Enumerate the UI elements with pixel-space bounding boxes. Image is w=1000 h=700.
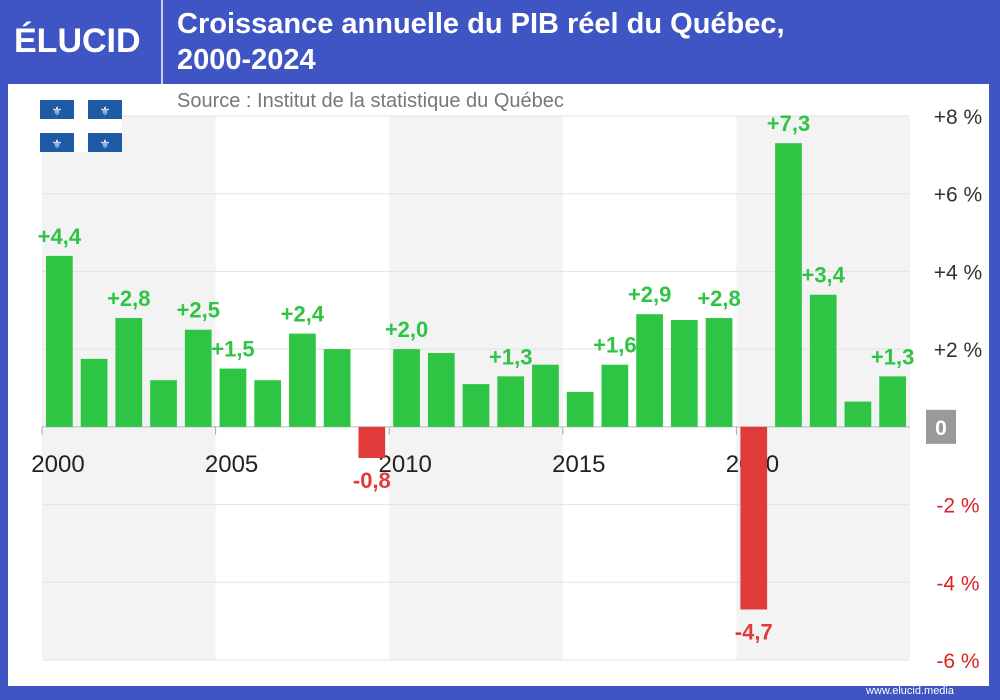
title-line-1: Croissance annuelle du PIB réel du Québe… bbox=[177, 8, 785, 40]
data-label: -4,7 bbox=[735, 619, 773, 644]
x-tick-label: 2000 bbox=[31, 451, 84, 478]
data-label: -0,8 bbox=[353, 468, 391, 493]
bar-2007 bbox=[289, 333, 316, 427]
y-tick-label: -4 % bbox=[936, 572, 979, 595]
data-label: +4,4 bbox=[38, 224, 82, 249]
bar-2017 bbox=[636, 314, 663, 427]
footer-url: www.elucid.media bbox=[865, 685, 954, 697]
bar-2004 bbox=[184, 329, 212, 427]
y-tick-label: 0 bbox=[935, 417, 947, 440]
svg-text:⚜: ⚜ bbox=[52, 104, 63, 118]
x-tick-label: 2010 bbox=[379, 451, 432, 478]
bar-2014 bbox=[532, 364, 559, 427]
bar-2003 bbox=[150, 380, 177, 427]
title-line-2: 2000-2024 bbox=[177, 44, 316, 76]
data-label: +7,3 bbox=[767, 111, 810, 136]
chart-title: Croissance annuelle du PIB réel du Québe… bbox=[177, 6, 977, 78]
bar-2001 bbox=[80, 358, 108, 427]
zero-label-box bbox=[926, 409, 956, 444]
data-label: +2,0 bbox=[385, 317, 428, 342]
bar-2016 bbox=[601, 364, 629, 427]
bar-2021 bbox=[775, 143, 802, 427]
bar-2013 bbox=[497, 376, 525, 427]
bar-2018 bbox=[670, 320, 698, 427]
data-label: +2,9 bbox=[628, 282, 671, 307]
elucid-logo: ÉLUCID bbox=[14, 22, 141, 60]
data-label: +1,3 bbox=[489, 344, 532, 369]
data-label: +1,3 bbox=[871, 344, 914, 369]
data-label: +2,4 bbox=[281, 302, 325, 327]
bar-2011 bbox=[427, 353, 455, 427]
bar-2020 bbox=[740, 426, 768, 610]
y-tick-label: +6 % bbox=[934, 184, 982, 207]
data-label: +2,8 bbox=[107, 286, 150, 311]
data-label: +1,6 bbox=[593, 333, 636, 358]
bar-2008 bbox=[323, 349, 351, 427]
bar-2019 bbox=[705, 318, 733, 427]
bar-2023 bbox=[844, 401, 872, 427]
bar-2009 bbox=[358, 426, 386, 458]
svg-text:⚜: ⚜ bbox=[52, 137, 63, 151]
bar-2015 bbox=[566, 391, 594, 427]
y-tick-label: -6 % bbox=[936, 650, 979, 673]
data-label: +3,4 bbox=[801, 263, 845, 288]
bar-2006 bbox=[254, 380, 282, 427]
y-tick-label: -2 % bbox=[936, 495, 979, 518]
svg-text:⚜: ⚜ bbox=[100, 137, 111, 151]
header-divider bbox=[161, 0, 163, 84]
source-note: Source : Institut de la statistique du Q… bbox=[177, 90, 564, 112]
y-tick-label: +8 % bbox=[934, 106, 982, 129]
x-tick-label: 2015 bbox=[552, 451, 605, 478]
bar-2005 bbox=[219, 368, 247, 427]
y-tick-label: +2 % bbox=[934, 339, 982, 362]
bar-2002 bbox=[115, 318, 143, 427]
bar-2024 bbox=[879, 376, 906, 427]
bar-2012 bbox=[462, 384, 490, 427]
bar-2000 bbox=[46, 255, 73, 427]
x-tick-label: 2005 bbox=[205, 451, 258, 478]
data-label: +2,8 bbox=[697, 286, 740, 311]
data-label: +2,5 bbox=[177, 298, 220, 323]
data-label: +1,5 bbox=[211, 337, 254, 362]
bar-2010 bbox=[393, 349, 420, 427]
y-tick-label: +4 % bbox=[934, 261, 982, 284]
quebec-flag-icon: ⚜ ⚜ ⚜ ⚜ bbox=[40, 100, 122, 152]
svg-text:⚜: ⚜ bbox=[100, 104, 111, 118]
bar-2022 bbox=[809, 294, 837, 427]
